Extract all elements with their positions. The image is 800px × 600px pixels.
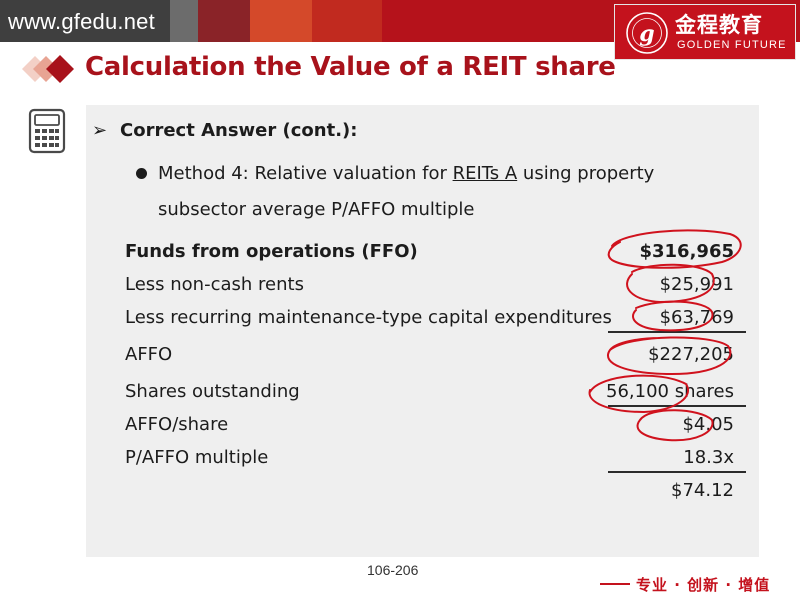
banner-dark-block [0,0,190,42]
reits-a-link[interactable]: REITs A [452,163,518,184]
bullet-method-4: Method 4: Relative valuation for REITs A… [136,156,746,228]
row-ffo-value: $316,965 [639,241,734,262]
bullet-sub-prefix: Method 4: Relative valuation for [158,163,453,184]
row-affo-label: AFFO [125,344,173,365]
banner-strip [170,0,198,42]
bullet-correct-answer: ➢ Correct Answer (cont.): [92,120,357,141]
footer-slogan: 专业 · 创新 · 增值 [636,576,771,594]
product-rule [608,471,746,473]
logo-chinese-name: 金程教育 [675,13,763,37]
row-capex-label: Less recurring maintenance-type capital … [125,307,612,328]
logo-emblem-icon: g [626,12,668,54]
row-affo-value: $227,205 [648,344,734,365]
bullet-sub-suffix: using property subsector average P/AFFO … [158,163,655,220]
row-p-affo-value: 18.3x [683,447,734,468]
banner-strip [250,0,312,42]
title-diamond-icon [22,55,74,83]
brand-logo: g 金程教育 GOLDEN FUTURE [614,4,796,60]
slogan-line [600,583,630,585]
row-shares-value: 56,100 shares [606,381,734,402]
page-number: 106-206 [367,562,419,578]
banner-strip [198,0,250,42]
site-url[interactable]: www.gfedu.net [8,9,155,34]
sum-rule [608,331,746,333]
dot-bullet-icon [136,168,147,179]
page-title: Calculation the Value of a REIT share [85,52,616,82]
row-ffo-label: Funds from operations (FFO) [125,241,418,262]
row-result-value: $74.12 [671,480,734,501]
row-noncash-rents-label: Less non-cash rents [125,274,304,295]
bullet-sub-text: Method 4: Relative valuation for REITs A… [158,156,746,228]
row-shares-label: Shares outstanding [125,381,300,402]
row-capex-value: $63,769 [659,307,734,328]
logo-english-name: GOLDEN FUTURE [677,39,787,51]
row-p-affo-label: P/AFFO multiple [125,447,269,468]
calculator-icon [28,108,66,154]
banner-strip [312,0,382,42]
row-affo-per-share-label: AFFO/share [125,414,229,435]
row-affo-per-share-value: $4.05 [682,414,734,435]
arrow-bullet-icon: ➢ [92,120,108,141]
bullet-main-text: Correct Answer (cont.): [120,120,358,141]
svg-text:g: g [639,21,654,47]
row-noncash-rents-value: $25,991 [659,274,734,295]
divide-rule [608,405,746,407]
